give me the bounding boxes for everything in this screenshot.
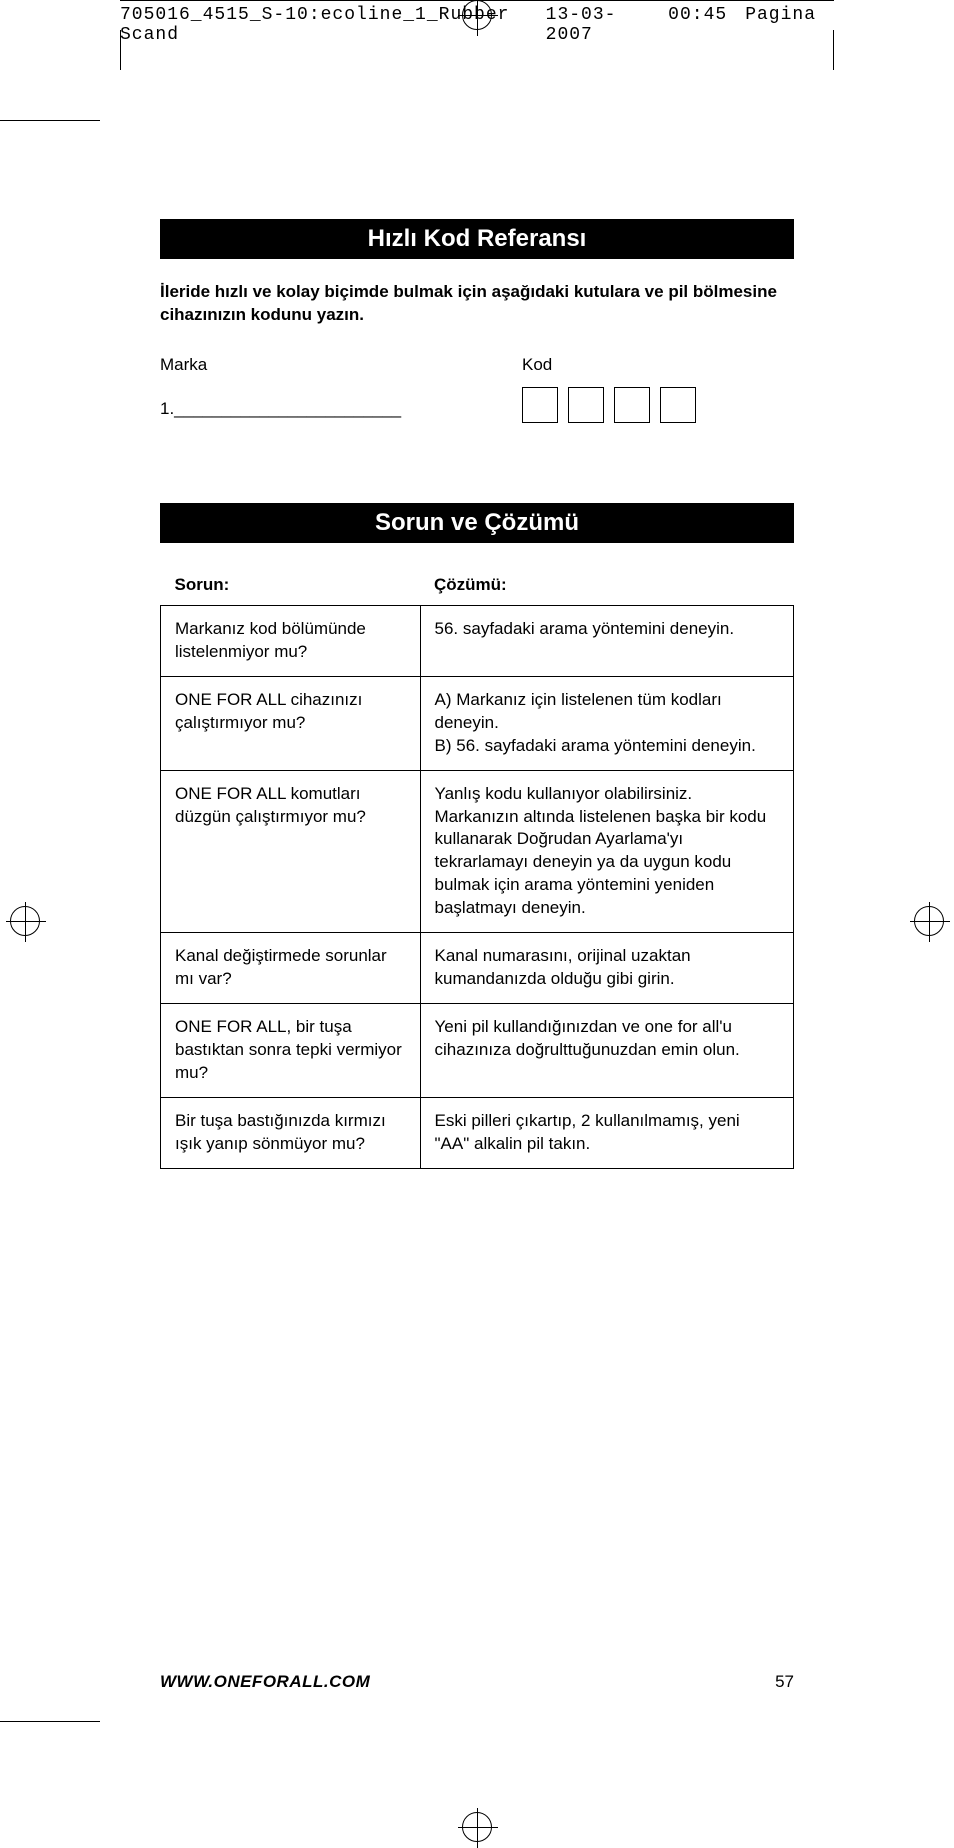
edge-mark-right <box>833 30 834 70</box>
table-row: ONE FOR ALL cihazınızı çalıştırmıyor mu?… <box>161 676 794 770</box>
code-column: Kod <box>522 355 794 423</box>
table-row: Kanal değiştirmede sorunlar mı var?Kanal… <box>161 933 794 1004</box>
code-box-1[interactable] <box>522 387 558 423</box>
crop-tick-left-bottom <box>0 1721 100 1722</box>
registration-mark-right <box>914 906 944 936</box>
cell-problem: Markanız kod bölümünde listelenmiyor mu? <box>161 605 421 676</box>
header-page-word: Pagina <box>745 5 816 45</box>
troubleshoot-title-banner: Sorun ve Çözümü <box>160 503 794 543</box>
code-label: Kod <box>522 355 794 375</box>
quick-ref-intro: İleride hızlı ve kolay biçimde bulmak iç… <box>160 281 794 327</box>
page: 705016_4515_S-10:ecoline_1_Rubber Scand … <box>0 0 954 1842</box>
col-header-problem: Sorun: <box>161 565 421 606</box>
brand-column: Marka 1.________________________ <box>160 355 432 423</box>
cell-solution: 56. sayfadaki arama yöntemini deneyin. <box>420 605 793 676</box>
cell-solution: Yanlış kodu kullanıyor olabilirsiniz. Ma… <box>420 770 793 933</box>
brand-label: Marka <box>160 355 432 375</box>
registration-mark-top <box>462 0 492 30</box>
crop-tick-left-top <box>0 120 100 121</box>
cell-problem: Bir tuşa bastığınızda kırmızı ışık yanıp… <box>161 1097 421 1168</box>
table-row: Bir tuşa bastığınızda kırmızı ışık yanıp… <box>161 1097 794 1168</box>
table-row: Markanız kod bölümünde listelenmiyor mu?… <box>161 605 794 676</box>
table-row: ONE FOR ALL komutları düzgün çalıştırmıy… <box>161 770 794 933</box>
header-date: 13-03-2007 <box>546 5 651 45</box>
cell-problem: ONE FOR ALL cihazınızı çalıştırmıyor mu? <box>161 676 421 770</box>
cell-solution: Yeni pil kullandığınızdan ve one for all… <box>420 1004 793 1098</box>
code-input-boxes <box>522 387 794 423</box>
cell-solution: A) Markanız için listelenen tüm kodları … <box>420 676 793 770</box>
footer-url: WWW.ONEFORALL.COM <box>160 1672 370 1692</box>
content-area: Hızlı Kod Referansı İleride hızlı ve kol… <box>0 49 954 1289</box>
edge-mark-left <box>120 30 121 70</box>
registration-mark-left <box>10 906 40 936</box>
col-header-solution: Çözümü: <box>420 565 793 606</box>
registration-mark-bottom <box>462 1812 492 1842</box>
footer-page-number: 57 <box>775 1672 794 1692</box>
cell-solution: Kanal numarasını, orijinal uzaktan kuman… <box>420 933 793 1004</box>
table-header-row: Sorun: Çözümü: <box>161 565 794 606</box>
troubleshoot-section: Sorun ve Çözümü Sorun: Çözümü: Markanız … <box>160 503 794 1169</box>
code-box-2[interactable] <box>568 387 604 423</box>
table-row: ONE FOR ALL, bir tuşa bastıktan sonra te… <box>161 1004 794 1098</box>
brand-code-row: Marka 1.________________________ Kod <box>160 355 794 423</box>
page-footer: WWW.ONEFORALL.COM 57 <box>160 1672 794 1692</box>
cell-problem: ONE FOR ALL komutları düzgün çalıştırmıy… <box>161 770 421 933</box>
cell-solution: Eski pilleri çıkartıp, 2 kullanılmamış, … <box>420 1097 793 1168</box>
header-time: 00:45 <box>668 5 727 45</box>
quick-ref-title-banner: Hızlı Kod Referansı <box>160 219 794 259</box>
code-box-4[interactable] <box>660 387 696 423</box>
cell-problem: Kanal değiştirmede sorunlar mı var? <box>161 933 421 1004</box>
brand-write-line[interactable]: 1.________________________ <box>160 399 432 419</box>
cell-problem: ONE FOR ALL, bir tuşa bastıktan sonra te… <box>161 1004 421 1098</box>
troubleshoot-table: Sorun: Çözümü: Markanız kod bölümünde li… <box>160 565 794 1169</box>
code-box-3[interactable] <box>614 387 650 423</box>
